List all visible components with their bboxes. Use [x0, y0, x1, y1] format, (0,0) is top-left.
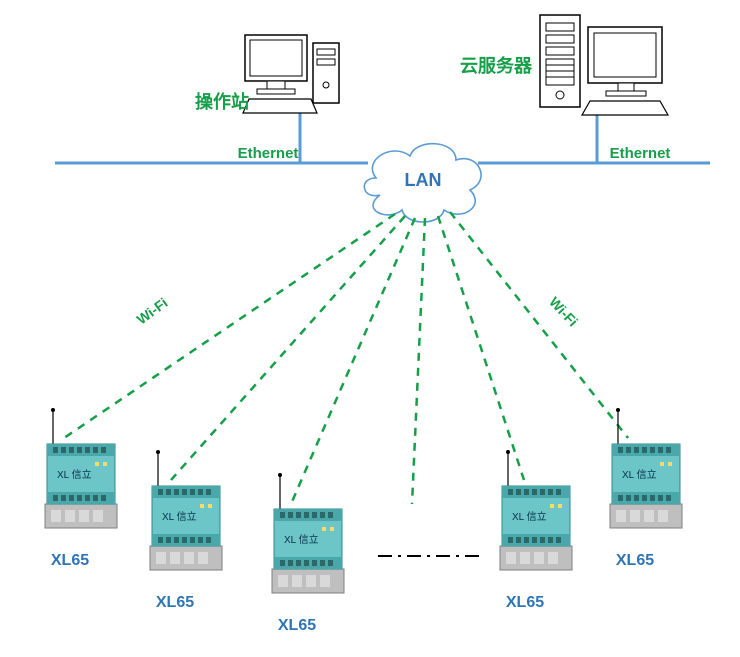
device-1-label: XL65: [51, 552, 89, 569]
lan-label: LAN: [405, 170, 442, 190]
wifi-label-right: Wi-Fi: [546, 294, 581, 330]
device-3-label: XL65: [278, 617, 316, 634]
device-5-label: XL65: [616, 552, 654, 569]
device-4: [500, 450, 572, 570]
wifi-links: [64, 212, 628, 504]
ethernet-label-right: Ethernet: [610, 145, 671, 162]
device-4-label: XL65: [506, 594, 544, 611]
device-5: [610, 408, 682, 528]
workstation-node: [243, 35, 339, 113]
lan-cloud: LAN: [364, 144, 481, 222]
workstation-label: 操作站: [195, 91, 249, 112]
wifi-label-left: Wi-Fi: [134, 294, 171, 327]
device-2: [150, 450, 222, 570]
device-3: [272, 473, 344, 593]
server-label: 云服务器: [460, 55, 533, 76]
server-node: [540, 15, 668, 115]
device-2-label: XL65: [156, 594, 194, 611]
ethernet-label-left: Ethernet: [238, 145, 299, 162]
